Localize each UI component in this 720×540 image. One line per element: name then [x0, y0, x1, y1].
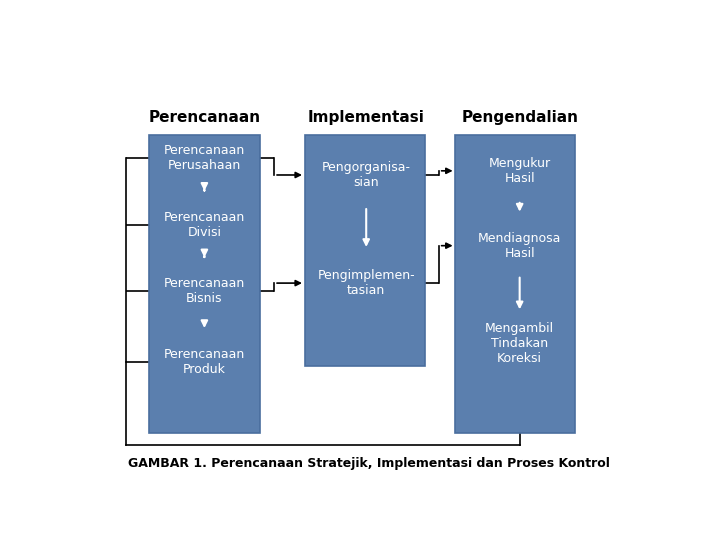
- Text: Perencanaan
Produk: Perencanaan Produk: [163, 348, 245, 376]
- Text: Implementasi: Implementasi: [307, 110, 425, 125]
- Text: Mengukur
Hasil: Mengukur Hasil: [489, 157, 551, 185]
- Text: Perencanaan: Perencanaan: [148, 110, 261, 125]
- Text: Perencanaan
Bisnis: Perencanaan Bisnis: [163, 278, 245, 306]
- Text: Pengendalian: Pengendalian: [462, 110, 578, 125]
- Text: Pengimplemen-
tasian: Pengimplemen- tasian: [318, 269, 415, 297]
- Text: Mendiagnosa
Hasil: Mendiagnosa Hasil: [478, 232, 562, 260]
- Bar: [148, 136, 260, 433]
- Text: Perencanaan
Divisi: Perencanaan Divisi: [163, 211, 245, 239]
- Bar: [456, 136, 575, 433]
- Bar: [305, 136, 425, 366]
- Text: GAMBAR 1. Perencanaan Stratejik, Implementasi dan Proses Kontrol: GAMBAR 1. Perencanaan Stratejik, Impleme…: [128, 457, 610, 470]
- Text: Mengambil
Tindakan
Koreksi: Mengambil Tindakan Koreksi: [485, 322, 554, 365]
- Text: Perencanaan
Perusahaan: Perencanaan Perusahaan: [163, 144, 245, 172]
- Text: Pengorganisa-
sian: Pengorganisa- sian: [322, 161, 410, 189]
